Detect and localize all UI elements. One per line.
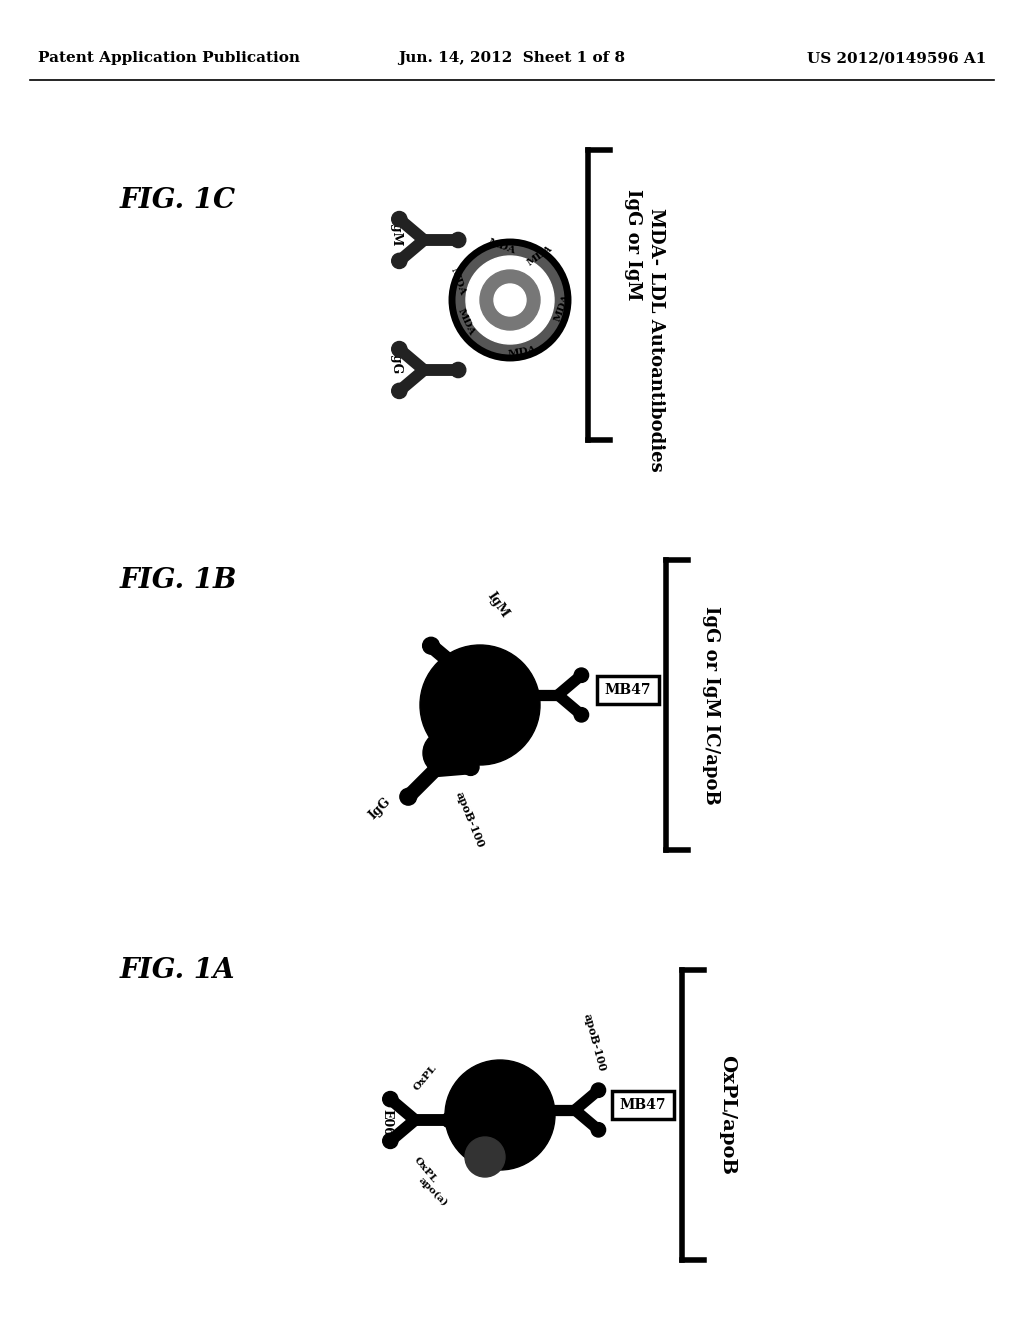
Circle shape [574,708,589,722]
Text: MDA: MDA [456,308,476,337]
Circle shape [591,1122,605,1137]
Text: MDA: MDA [487,238,517,256]
Text: MDA: MDA [449,267,467,297]
Circle shape [591,1082,605,1097]
Circle shape [445,1060,555,1170]
Circle shape [392,211,407,227]
Text: MB47: MB47 [605,682,651,697]
Circle shape [423,731,467,775]
Text: IgG: IgG [389,350,402,375]
Text: Patent Application Publication: Patent Application Publication [38,51,300,65]
Circle shape [536,1102,550,1117]
Circle shape [399,788,417,805]
Circle shape [487,661,504,678]
Text: US 2012/0149596 A1: US 2012/0149596 A1 [807,51,986,65]
Circle shape [423,638,439,655]
Text: IgG or IgM: IgG or IgM [624,189,642,301]
Circle shape [494,284,526,315]
Text: FIG. 1C: FIG. 1C [120,186,237,214]
Circle shape [452,242,568,358]
Text: apoB-100: apoB-100 [582,1011,608,1072]
Text: apoB-100: apoB-100 [454,791,486,850]
Circle shape [383,1134,398,1148]
Text: OxPL: OxPL [412,1064,438,1093]
Circle shape [383,1092,398,1106]
Text: E06: E06 [381,1109,393,1135]
Text: OxPL/apoB: OxPL/apoB [718,1055,736,1175]
Circle shape [430,726,446,743]
Circle shape [458,697,474,714]
Text: IgM: IgM [389,218,402,247]
Circle shape [574,668,589,682]
Circle shape [392,342,407,356]
Circle shape [452,242,568,358]
Circle shape [420,645,540,766]
Text: IgM: IgM [484,590,511,620]
Text: apo(a): apo(a) [417,1176,450,1208]
Text: FIG. 1A: FIG. 1A [120,957,236,983]
Circle shape [451,232,466,248]
Bar [612,1092,674,1119]
Circle shape [462,759,479,775]
Circle shape [441,1113,457,1127]
Circle shape [518,688,532,702]
Text: MB47: MB47 [620,1098,667,1111]
Text: Jun. 14, 2012  Sheet 1 of 8: Jun. 14, 2012 Sheet 1 of 8 [398,51,626,65]
Text: MDA- LDL Autoantibodies: MDA- LDL Autoantibodies [647,209,665,471]
Circle shape [392,253,407,268]
Circle shape [480,271,540,330]
Text: FIG. 1B: FIG. 1B [120,566,238,594]
Text: MDA: MDA [507,345,537,359]
Text: MDA: MDA [525,244,554,268]
Text: MDA: MDA [553,293,571,323]
Circle shape [451,363,466,378]
Bar [597,676,659,704]
Text: IgG: IgG [367,795,393,821]
Circle shape [465,1137,505,1177]
Circle shape [392,383,407,399]
Circle shape [466,256,554,345]
Text: IgG or IgM IC/apoB: IgG or IgM IC/apoB [702,606,720,804]
Text: OxPL: OxPL [412,1155,438,1184]
